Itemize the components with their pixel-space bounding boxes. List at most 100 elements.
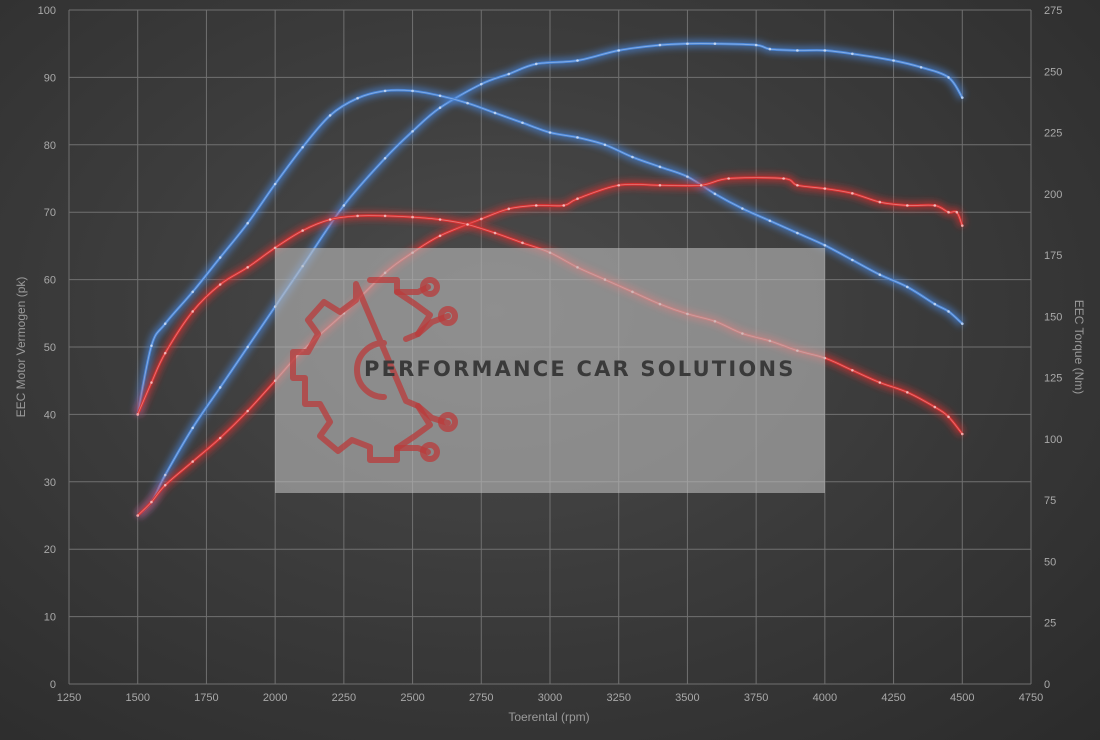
series-point — [466, 223, 469, 226]
x-axis-ticks: 1250 1500 1750 2000 2250 2500 2750 3000 3250 3500… — [57, 692, 1043, 704]
series-point — [150, 381, 153, 384]
y-left-tick-label: 20 — [44, 544, 56, 556]
series-point — [438, 234, 442, 238]
x-tick-label: 3000 — [538, 692, 562, 704]
x-tick-label: 4500 — [950, 692, 974, 704]
series-point — [727, 177, 730, 180]
series-point — [906, 285, 909, 289]
y-left-tick-label: 80 — [44, 140, 56, 152]
series-point — [438, 106, 442, 110]
series-point — [218, 283, 222, 286]
series-point — [301, 145, 304, 149]
series-point — [328, 114, 332, 117]
y-right-axis-label: EEC Torque (Nm) — [1072, 300, 1086, 394]
series-point — [521, 241, 524, 245]
y-left-tick-label: 10 — [44, 612, 56, 624]
series-point — [878, 200, 882, 204]
series-point — [713, 42, 717, 45]
watermark: PERFORMANCE CAR SOLUTIONS — [275, 248, 825, 493]
series-point — [356, 214, 359, 218]
y-right-tick-label: 225 — [1044, 128, 1062, 140]
series-point — [534, 204, 538, 207]
series-point — [823, 187, 827, 190]
series-point — [713, 192, 717, 196]
series-point — [851, 258, 854, 262]
series-point — [947, 415, 950, 419]
series-point — [466, 101, 469, 105]
y-right-axis-ticks: 0 25 50 75 100 125 150 175 200 225 250 275 — [1044, 5, 1062, 691]
series-point — [218, 436, 222, 440]
series-point — [658, 43, 662, 47]
series-point — [933, 204, 937, 207]
series-point — [947, 210, 950, 214]
series-point — [658, 165, 662, 169]
series-point — [892, 59, 895, 62]
series-point — [246, 266, 249, 269]
series-point — [686, 175, 689, 178]
y-right-tick-label: 150 — [1044, 311, 1062, 323]
y-right-tick-label: 250 — [1044, 66, 1062, 78]
series-point — [507, 207, 511, 211]
series-point — [919, 65, 923, 69]
series-point — [438, 218, 442, 221]
series-point — [150, 500, 153, 504]
x-tick-label: 1500 — [125, 692, 149, 704]
series-point — [383, 89, 387, 93]
series-point — [960, 96, 964, 99]
series-point — [411, 130, 414, 133]
series-point — [163, 322, 167, 326]
series-point — [548, 131, 552, 134]
watermark-text: PERFORMANCE CAR SOLUTIONS — [364, 357, 796, 381]
gear-circuit-logo-icon — [290, 277, 458, 463]
series-point — [603, 143, 607, 147]
watermark-box — [275, 248, 825, 493]
series-point — [328, 218, 332, 221]
series-point — [246, 409, 249, 413]
series-point — [933, 302, 937, 306]
series-point — [136, 514, 140, 517]
y-left-tick-label: 50 — [44, 342, 56, 354]
series-point — [878, 273, 882, 276]
x-tick-label: 4000 — [813, 692, 837, 704]
x-tick-label: 3750 — [744, 692, 768, 704]
series-point — [342, 204, 346, 207]
series-point — [823, 243, 827, 247]
x-tick-label: 2750 — [469, 692, 493, 704]
series-point — [851, 52, 854, 56]
y-left-axis-label: EEC Motor Vermogen (pk) — [14, 277, 28, 418]
series-point — [383, 156, 387, 160]
series-point — [960, 322, 964, 326]
series-point — [754, 43, 758, 47]
series-point — [576, 136, 579, 139]
y-right-tick-label: 50 — [1044, 556, 1056, 568]
series-point — [631, 155, 634, 159]
series-point — [191, 310, 194, 313]
series-point — [411, 89, 414, 93]
series-point — [699, 183, 703, 187]
series-point — [136, 413, 140, 416]
y-right-tick-label: 100 — [1044, 434, 1062, 446]
x-tick-label: 1250 — [57, 692, 81, 704]
series-point — [960, 224, 964, 227]
series-2 — [133, 86, 965, 416]
series-point — [411, 215, 414, 219]
series-point — [301, 229, 304, 232]
series-point — [878, 381, 882, 384]
series-point — [246, 221, 249, 225]
y-right-tick-label: 25 — [1044, 618, 1056, 630]
series-point — [741, 207, 744, 210]
series-3 — [134, 173, 967, 519]
series-point — [191, 290, 194, 294]
y-left-tick-label: 0 — [50, 679, 56, 691]
x-tick-label: 2000 — [263, 692, 287, 704]
series-point — [906, 391, 909, 394]
series-point — [796, 49, 799, 52]
y-right-tick-label: 0 — [1044, 679, 1050, 691]
y-left-axis-ticks: 0 10 20 30 40 50 60 70 80 90 100 — [38, 5, 56, 691]
series-point — [955, 210, 959, 214]
series-point — [521, 121, 524, 125]
series-point — [686, 42, 689, 45]
series-point — [163, 473, 167, 477]
series-point — [273, 182, 277, 186]
y-left-tick-label: 70 — [44, 207, 56, 219]
